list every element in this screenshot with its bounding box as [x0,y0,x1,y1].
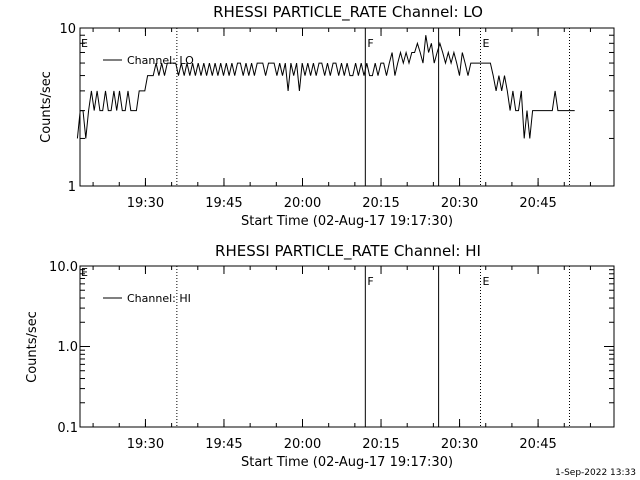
y-axis-label-lo: Counts/sec [39,71,54,143]
plot-frame-lo [79,27,615,187]
x-tick-label-lo-1: 19:45 [205,196,242,211]
series-line-lo [76,35,575,139]
marker-label-hi-1: F [367,275,373,288]
x-tick-label-hi-4: 20:30 [441,437,478,452]
corner-label-lo: E [81,37,88,50]
y-tick-label-lo-1: 1 [68,180,76,195]
x-tick-label-hi-0: 19:30 [127,437,164,452]
x-ticks-lo [92,28,591,186]
legend-entry-lo: Channel: LO [127,54,194,67]
x-tick-label-lo-5: 20:45 [519,196,556,211]
y-ticks-hi [80,265,614,428]
y-tick-label-hi-10: 10.0 [49,260,78,275]
x-ticks-hi [92,266,591,427]
corner-label-hi: E [81,266,88,279]
legend-lo: Channel: LO [103,54,194,67]
x-tick-label-lo-3: 20:15 [362,196,399,211]
marker-label-hi-3: E [483,275,490,288]
y-ticks-lo [80,27,614,187]
marker-lines-hi [176,266,570,427]
panel-hi: RHESSI PARTICLE_RATE Channel: HI 10.0 1.… [25,242,615,470]
y-tick-label-hi-1: 1.0 [57,340,78,355]
marker-label-lo-3: E [483,37,490,50]
chart-title-lo: RHESSI PARTICLE_RATE Channel: LO [213,3,483,22]
timestamp: 1-Sep-2022 13:33 [555,468,636,478]
y-tick-label-hi-0-1: 0.1 [57,421,78,436]
y-tick-label-lo-10: 10 [59,22,76,37]
x-axis-label-hi: Start Time (02-Aug-17 19:17:30) [241,455,453,470]
legend-entry-hi: Channel: HI [127,292,191,305]
x-tick-label-lo-2: 20:00 [284,196,321,211]
x-tick-label-hi-1: 19:45 [205,437,242,452]
x-tick-label-lo-0: 19:30 [127,196,164,211]
x-tick-label-hi-2: 20:00 [284,437,321,452]
panel-lo: RHESSI PARTICLE_RATE Channel: LO 10 1 Co… [39,3,615,229]
marker-label-lo-1: F [367,37,373,50]
x-tick-labels-hi: 19:30 19:45 20:00 20:15 20:30 20:45 [127,437,557,452]
x-tick-labels-lo: 19:30 19:45 20:00 20:15 20:30 20:45 [127,196,557,211]
plot-frame-hi [79,265,615,428]
marker-lines-lo [176,28,570,186]
chart-title-hi: RHESSI PARTICLE_RATE Channel: HI [215,242,481,261]
x-tick-label-hi-3: 20:15 [362,437,399,452]
x-tick-label-hi-5: 20:45 [519,437,556,452]
y-axis-label-hi: Counts/sec [25,311,40,383]
x-axis-label-lo: Start Time (02-Aug-17 19:17:30) [241,214,453,229]
x-tick-label-lo-4: 20:30 [441,196,478,211]
legend-hi: Channel: HI [103,292,191,305]
